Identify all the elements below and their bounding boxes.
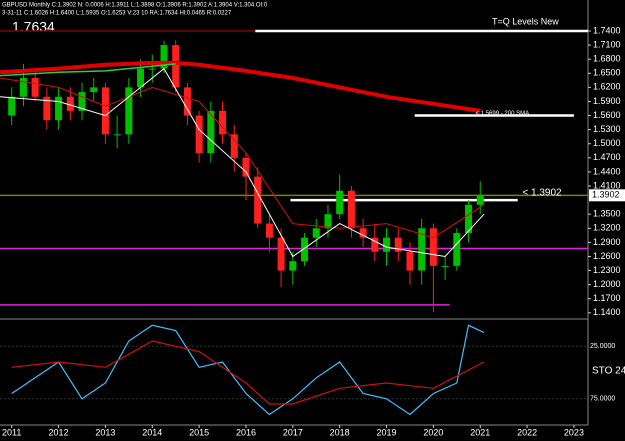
candle-body xyxy=(418,228,426,271)
header-line: 3-31-11 C:1.6026 H:1.6400 L:1.5935 O:1.6… xyxy=(2,11,232,17)
candle-body xyxy=(394,237,402,252)
x-tick-label: 2022 xyxy=(517,427,537,437)
candle-body xyxy=(113,134,121,136)
candle-body xyxy=(301,237,309,262)
moving-average xyxy=(0,77,485,239)
candle-body xyxy=(43,96,51,121)
price-marker-box xyxy=(589,189,625,202)
candle-body xyxy=(55,96,63,121)
y-tick-label: 1.1700 xyxy=(593,293,621,303)
x-tick-label: 2023 xyxy=(564,427,584,437)
candle-body xyxy=(183,87,191,116)
y-tick-label: 1.6500 xyxy=(593,68,621,78)
candle-body xyxy=(19,77,27,97)
candle-body xyxy=(78,92,86,111)
candle-body xyxy=(8,96,16,116)
y-tick-label: 1.5600 xyxy=(593,110,621,120)
stochastic-line xyxy=(11,324,485,416)
y-tick-label: 1.5900 xyxy=(593,96,621,106)
candle-body xyxy=(347,190,355,229)
x-tick-label: 2021 xyxy=(470,427,490,437)
candle-body xyxy=(324,214,332,229)
candle-body xyxy=(90,87,98,93)
candle-body xyxy=(172,45,180,88)
candle-body xyxy=(31,77,39,97)
moving-average xyxy=(0,60,481,113)
candle-body xyxy=(453,232,461,266)
y-tick-label: 1.2000 xyxy=(593,279,621,289)
y-tick-label: 1.6200 xyxy=(593,82,621,92)
candle-body xyxy=(195,115,203,154)
x-tick-label: 2017 xyxy=(283,427,303,437)
price-marker-label: 1.3902 xyxy=(592,190,620,200)
y-tick-label: 1.2900 xyxy=(593,237,621,247)
y-tick-label: 1.4100 xyxy=(593,180,621,190)
candle-body xyxy=(219,110,227,135)
y-tick-label: 25.0000 xyxy=(590,343,615,350)
moving-average xyxy=(0,63,176,77)
candle-body xyxy=(265,223,273,238)
candle-body xyxy=(371,237,379,252)
reference-price: 1.7634 xyxy=(12,19,55,35)
candle-body xyxy=(137,68,145,88)
candle-body xyxy=(230,134,238,158)
x-tick-label: 2020 xyxy=(423,427,443,437)
moving-average xyxy=(0,67,485,258)
x-tick-label: 2018 xyxy=(330,427,350,437)
y-tick-label: 1.6800 xyxy=(593,54,621,64)
y-tick-label: 1.4700 xyxy=(593,152,621,162)
y-tick-label: 1.4400 xyxy=(593,166,621,176)
candle-body xyxy=(289,261,297,271)
y-tick-label: 1.1400 xyxy=(593,307,621,317)
indicator-label: STO 24 xyxy=(592,366,625,377)
candle-body xyxy=(277,237,285,271)
candle-body xyxy=(101,87,109,135)
candle-body xyxy=(465,204,473,233)
x-tick-label: 2014 xyxy=(142,427,162,437)
candle-body xyxy=(441,265,449,267)
x-tick-label: 2012 xyxy=(49,427,69,437)
annotation: < 1.5699 - 200 SMA xyxy=(476,111,530,117)
header-line: GBPUSD Monthly C:1.3902 N: 0.0006 H:1.39… xyxy=(2,3,268,9)
chart-title: T=Q Levels New xyxy=(492,16,559,26)
candle-body xyxy=(242,157,250,177)
candle-body xyxy=(125,87,133,135)
candle-body xyxy=(336,190,344,215)
x-tick-label: 2016 xyxy=(236,427,256,437)
stochastic-line xyxy=(11,340,485,405)
y-tick-label: 1.7100 xyxy=(593,39,621,49)
y-tick-label: 1.2300 xyxy=(593,265,621,275)
y-tick-label: 1.7400 xyxy=(593,25,621,35)
x-tick-label: 2015 xyxy=(189,427,209,437)
candle-body xyxy=(312,228,320,238)
candle-body xyxy=(476,195,484,205)
candle-body xyxy=(66,96,74,111)
candle-body xyxy=(160,45,168,69)
candle-body xyxy=(254,176,262,224)
candle-body xyxy=(359,228,367,238)
candle-body xyxy=(406,251,414,271)
y-tick-label: 1.5300 xyxy=(593,124,621,134)
x-tick-label: 2011 xyxy=(2,427,21,437)
y-tick-label: 1.3200 xyxy=(593,223,621,233)
candle-body xyxy=(207,110,215,154)
annotation: < 1.3902 xyxy=(522,188,562,199)
y-tick-label: 1.5000 xyxy=(593,138,621,148)
candle-body xyxy=(383,237,391,252)
candle-body xyxy=(148,68,156,70)
candle-body xyxy=(429,228,437,266)
y-tick-label: 1.3500 xyxy=(593,209,621,219)
y-tick-label: 1.2600 xyxy=(593,251,621,261)
y-tick-label: 75.0000 xyxy=(590,396,615,403)
x-tick-label: 2013 xyxy=(95,427,115,437)
x-tick-label: 2019 xyxy=(377,427,397,437)
